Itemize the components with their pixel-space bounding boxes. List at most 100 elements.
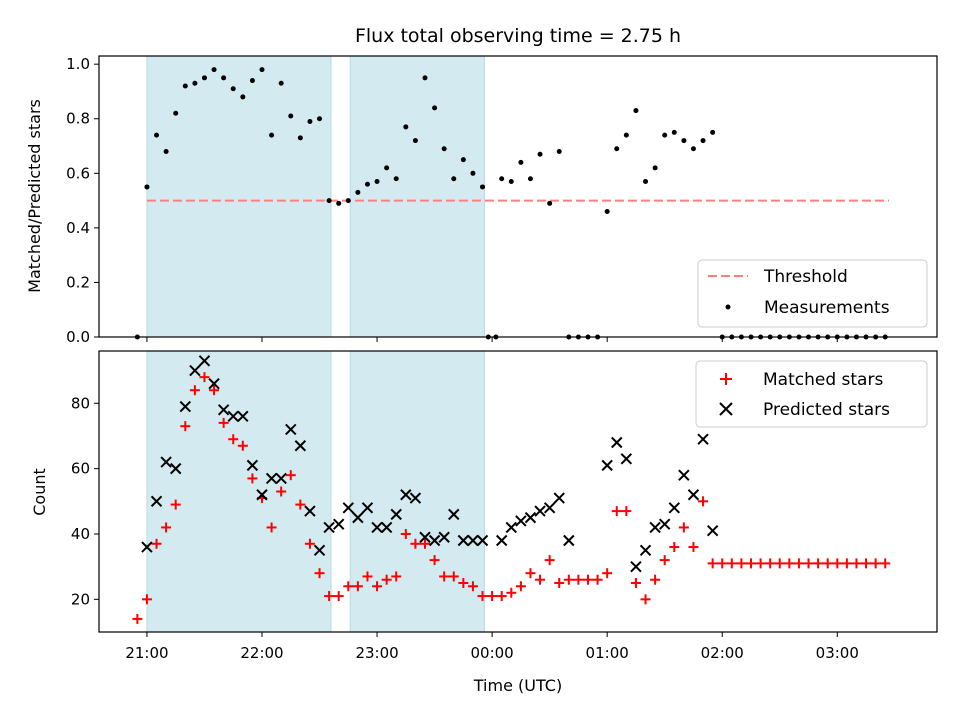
measurement-point [326, 198, 332, 204]
top-y-tick-label: 0.8 [66, 110, 90, 128]
measurement-point [317, 116, 323, 122]
measurement-point [690, 146, 696, 152]
measurement-point [643, 178, 649, 184]
measurement-point [269, 132, 275, 138]
legend-predicted-swatch [719, 402, 733, 416]
bottom-y-axis-label: Count [30, 468, 49, 516]
predicted-stars-point [400, 489, 412, 501]
matched-stars-point [880, 558, 891, 569]
bottom-legend-box [695, 360, 928, 428]
predicted-stars-point [304, 505, 316, 517]
measurement-point [652, 165, 658, 171]
matched-stars-point [650, 574, 661, 585]
legend-predicted-label: Predicted stars [763, 400, 890, 420]
measurement-point [470, 170, 476, 176]
matched-stars-point [563, 574, 574, 585]
measurement-point [403, 124, 409, 130]
matched-stars-point [602, 568, 613, 579]
measurement-point [633, 108, 639, 114]
predicted-stars-point [294, 440, 307, 452]
measurement-point [412, 138, 418, 144]
predicted-stars-point [361, 502, 374, 514]
matched-stars-point [161, 522, 172, 533]
predicted-stars-point [515, 515, 527, 527]
predicted-stars-point [275, 472, 287, 485]
matched-stars-point [343, 581, 354, 592]
measurement-point [671, 129, 677, 135]
top-y-tick-label: 1.0 [66, 55, 90, 73]
matched-stars-point [870, 558, 881, 569]
x-axis-label: Time (UTC) [473, 676, 562, 695]
predicted-stars-point [476, 534, 489, 547]
top-shaded-region-1 [349, 55, 485, 338]
legend-measurements-swatch [725, 304, 731, 310]
predicted-stars-point [323, 521, 335, 534]
measurement-point [374, 178, 380, 184]
predicted-stars-point [505, 521, 517, 534]
x-tick-label: 21:00 [125, 644, 168, 662]
measurement-point [163, 148, 169, 154]
matched-stars-point [554, 577, 565, 588]
matched-stars-point [726, 558, 737, 569]
bottom-legend: Matched stars Predicted stars [695, 360, 928, 428]
measurement-point [710, 129, 716, 135]
matched-stars-point [180, 421, 191, 432]
measurement-point [700, 138, 706, 144]
matched-stars-point [237, 440, 248, 451]
measurement-point [355, 189, 361, 195]
predicted-stars-point [198, 355, 211, 367]
matched-stars-point [755, 558, 766, 569]
bottom-y-tick-label: 40 [71, 525, 90, 543]
predicted-stars-point [189, 364, 201, 377]
predicted-stars-point [352, 511, 364, 524]
x-tick-label: 02:00 [701, 644, 744, 662]
matched-stars-point [841, 558, 852, 569]
predicted-stars-point [553, 492, 565, 504]
predicted-stars-point [150, 495, 163, 508]
measurement-point [432, 105, 438, 111]
predicted-stars-point [313, 544, 326, 557]
top-legend-box [697, 259, 928, 328]
matched-stars-point [765, 558, 776, 569]
bottom-shaded-region-0 [146, 350, 332, 633]
top-y-tick-label: 0.0 [66, 328, 90, 346]
measurement-point [182, 83, 188, 89]
predicted-stars-point [534, 505, 546, 517]
observing-windows-bottom [146, 350, 485, 633]
matched-stars-point [439, 571, 450, 582]
x-tick-label: 03:00 [816, 644, 859, 662]
predicted-stars-point [342, 502, 354, 514]
top-x-ticks [146, 337, 838, 342]
predicted-stars-point [687, 489, 700, 501]
legend-matched-swatch [720, 373, 732, 385]
measurement-point [154, 132, 160, 138]
measurement-point [422, 75, 428, 81]
matched-stars-point [467, 581, 478, 592]
top-y-tick-label: 0.6 [66, 164, 90, 182]
predicted-stars-point [639, 544, 652, 557]
predicted-stars-point [658, 518, 671, 530]
measurement-point [221, 75, 227, 81]
matched-stars-point [669, 542, 680, 553]
matched-stars-point [209, 385, 220, 396]
predicted-stars-point [246, 459, 259, 472]
predicted-stars-point [457, 534, 470, 547]
top-shaded-region-0 [146, 55, 332, 338]
matched-stars-point [419, 538, 430, 549]
bottom-y-tick-label: 20 [71, 590, 90, 608]
matched-stars-point [535, 574, 546, 585]
matched-stars-point [132, 613, 143, 624]
predicted-stars-point [524, 511, 537, 524]
predicted-stars-point [620, 453, 633, 465]
matched-stars-point [851, 558, 862, 569]
predicted-stars-point [467, 534, 479, 547]
x-tick-label: 23:00 [355, 644, 398, 662]
predicted-stars-series [141, 355, 719, 573]
measurement-point [499, 176, 505, 182]
matched-stars-point [228, 434, 239, 445]
measurement-point [201, 75, 207, 81]
matched-stars-point [189, 385, 200, 396]
predicted-stars-point [371, 521, 383, 534]
predicted-stars-point [227, 410, 239, 423]
bottom-y-ticks: 20 40 60 80 [71, 394, 99, 608]
